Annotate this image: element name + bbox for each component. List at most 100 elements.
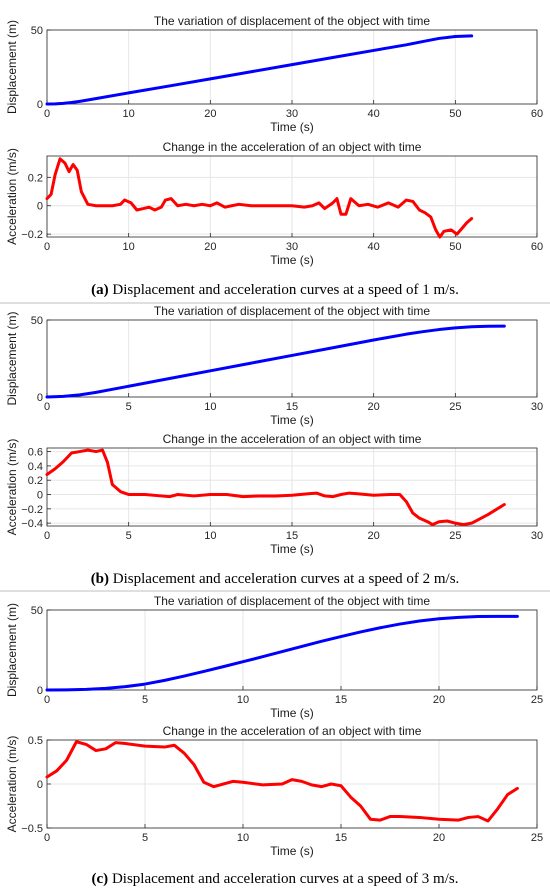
x-tick-label-1: 0 bbox=[44, 401, 50, 413]
x-tick-label-6: 25 bbox=[531, 832, 543, 844]
chart-4: 0 5 10 15 20 25 30 −0.4 −0.2 0 0.2 0.4 0.6 Change in … bbox=[5, 432, 543, 556]
y-tick-label-2: −0.2 bbox=[21, 504, 43, 516]
caption-b-letter: (b) bbox=[91, 571, 109, 587]
x-tick-label-4: 15 bbox=[335, 832, 347, 844]
y-axis-label: Acceleration (m/s) bbox=[5, 736, 19, 833]
x-tick-label-4: 30 bbox=[286, 241, 298, 253]
caption-a: (a) Displacement and acceleration curves… bbox=[91, 282, 459, 298]
x-tick-label-5: 20 bbox=[368, 530, 380, 542]
caption-b-text: Displacement and acceleration curves at … bbox=[109, 571, 459, 587]
series-line-1 bbox=[45, 324, 506, 399]
y-axis-label: Acceleration (m/s) bbox=[5, 439, 19, 536]
x-axis-label: Time (s) bbox=[270, 706, 314, 720]
y-tick-label-3: 0 bbox=[37, 490, 43, 502]
y-tick-label-2: 0 bbox=[37, 201, 43, 213]
x-axis-label: Time (s) bbox=[270, 413, 314, 427]
x-tick-label-1: 0 bbox=[44, 530, 50, 542]
x-axis-label: Time (s) bbox=[270, 542, 314, 556]
y-tick-label-6: 0.6 bbox=[28, 447, 43, 459]
x-tick-label-6: 50 bbox=[449, 241, 461, 253]
x-tick-label-2: 10 bbox=[123, 241, 135, 253]
caption-b: (b) Displacement and acceleration curves… bbox=[91, 571, 460, 587]
y-tick-label-2: 50 bbox=[31, 315, 43, 327]
series-line-1 bbox=[45, 34, 474, 106]
x-axis-label: Time (s) bbox=[270, 120, 314, 134]
y-tick-label-1: 0 bbox=[37, 99, 43, 111]
x-tick-label-6: 25 bbox=[531, 694, 543, 706]
x-axis-label: Time (s) bbox=[270, 253, 314, 267]
series-line-1 bbox=[45, 614, 519, 692]
chart-title: Change in the acceleration of an object … bbox=[163, 724, 422, 738]
chart-1: 0 10 20 30 40 50 60 0 50 The variation of displac… bbox=[5, 14, 543, 134]
x-tick-label-6: 25 bbox=[449, 530, 461, 542]
series-line-1 bbox=[45, 157, 474, 239]
series-line-1 bbox=[45, 448, 506, 527]
x-tick-label-4: 15 bbox=[335, 694, 347, 706]
chart-5: 0 5 10 15 20 25 0 50 The variation of displaceme… bbox=[5, 594, 543, 720]
x-tick-label-6: 50 bbox=[449, 108, 461, 120]
y-tick-label-1: 0 bbox=[37, 392, 43, 404]
x-tick-label-1: 0 bbox=[44, 832, 50, 844]
x-tick-label-5: 20 bbox=[368, 401, 380, 413]
caption-c-letter: (c) bbox=[92, 871, 109, 887]
y-tick-label-2: 0 bbox=[37, 779, 43, 791]
y-axis-label: Displacement (m) bbox=[5, 603, 19, 697]
x-tick-label-3: 20 bbox=[204, 241, 216, 253]
y-tick-label-2: 50 bbox=[31, 605, 43, 617]
y-tick-label-3: 0.5 bbox=[28, 735, 43, 747]
x-tick-label-4: 30 bbox=[286, 108, 298, 120]
x-tick-label-1: 0 bbox=[44, 108, 50, 120]
x-tick-label-3: 10 bbox=[204, 530, 216, 542]
x-tick-label-2: 5 bbox=[142, 694, 148, 706]
x-tick-label-2: 5 bbox=[126, 530, 132, 542]
chart-title: The variation of displacement of the obj… bbox=[154, 594, 430, 608]
x-tick-label-3: 10 bbox=[204, 401, 216, 413]
chart-title: The variation of displacement of the obj… bbox=[154, 14, 430, 28]
y-axis-label: Acceleration (m/s) bbox=[5, 148, 19, 245]
chart-title: Change in the acceleration of an object … bbox=[163, 140, 422, 154]
y-tick-label-1: −0.5 bbox=[21, 823, 43, 835]
x-tick-label-5: 40 bbox=[368, 108, 380, 120]
x-tick-label-7: 30 bbox=[531, 401, 543, 413]
x-tick-label-4: 15 bbox=[286, 401, 298, 413]
y-axis-label: Displacement (m) bbox=[5, 311, 19, 405]
x-tick-label-7: 60 bbox=[531, 241, 543, 253]
x-tick-label-5: 40 bbox=[368, 241, 380, 253]
y-axis-label: Displacement (m) bbox=[5, 20, 19, 114]
caption-a-letter: (a) bbox=[91, 282, 109, 298]
axes-frame bbox=[46, 609, 538, 691]
x-tick-label-4: 15 bbox=[286, 530, 298, 542]
caption-a-text: Displacement and acceleration curves at … bbox=[109, 282, 459, 298]
x-tick-label-2: 10 bbox=[123, 108, 135, 120]
y-tick-label-1: −0.4 bbox=[21, 518, 43, 530]
x-tick-label-7: 30 bbox=[531, 530, 543, 542]
x-tick-label-2: 5 bbox=[142, 832, 148, 844]
caption-c-text: Displacement and acceleration curves at … bbox=[108, 871, 458, 887]
x-tick-label-5: 20 bbox=[433, 694, 445, 706]
chart-3: 0 5 10 15 20 25 30 0 50 The variation of displace… bbox=[5, 304, 543, 427]
x-tick-label-2: 5 bbox=[126, 401, 132, 413]
x-tick-label-5: 20 bbox=[433, 832, 445, 844]
x-tick-label-3: 10 bbox=[237, 694, 249, 706]
y-tick-label-4: 0.2 bbox=[28, 475, 43, 487]
x-tick-label-3: 10 bbox=[237, 832, 249, 844]
x-tick-label-3: 20 bbox=[204, 108, 216, 120]
x-tick-label-7: 60 bbox=[531, 108, 543, 120]
y-tick-label-3: 0.2 bbox=[28, 172, 43, 184]
x-tick-label-6: 25 bbox=[449, 401, 461, 413]
y-tick-label-1: 0 bbox=[37, 685, 43, 697]
series-line-1 bbox=[45, 740, 519, 823]
chart-title: The variation of displacement of the obj… bbox=[154, 304, 430, 318]
chart-title: Change in the acceleration of an object … bbox=[163, 432, 422, 446]
y-tick-label-1: −0.2 bbox=[21, 229, 43, 241]
x-axis-label: Time (s) bbox=[270, 844, 314, 858]
caption-c: (c) Displacement and acceleration curves… bbox=[92, 871, 459, 887]
y-tick-label-5: 0.4 bbox=[28, 461, 43, 473]
x-tick-label-1: 0 bbox=[44, 694, 50, 706]
y-tick-label-2: 50 bbox=[31, 25, 43, 37]
x-tick-label-1: 0 bbox=[44, 241, 50, 253]
